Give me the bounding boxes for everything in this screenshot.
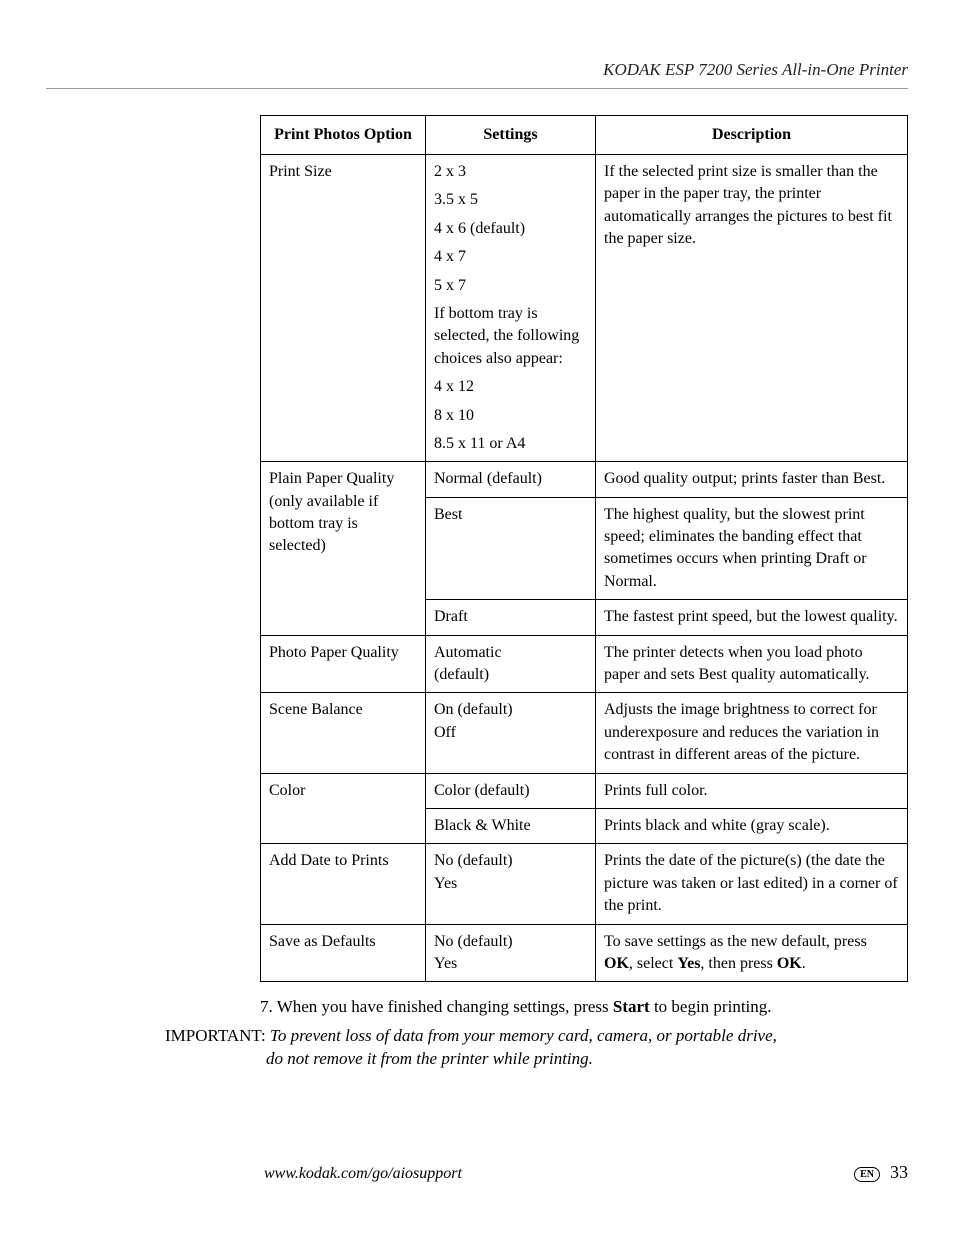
- cell-option: Add Date to Prints: [261, 844, 426, 924]
- table-row: Scene Balance On (default) Off Adjusts t…: [261, 693, 908, 773]
- setting-value: 8 x 10: [434, 405, 587, 427]
- page-content: Print Photos Option Settings Description…: [260, 115, 908, 1071]
- table-row: Add Date to Prints No (default) Yes Prin…: [261, 844, 908, 924]
- desc-text: , then press: [700, 955, 776, 972]
- step-text-bold: Start: [613, 997, 650, 1016]
- step-text-post: to begin printing.: [650, 997, 772, 1016]
- setting-value: 4 x 12: [434, 376, 587, 398]
- setting-value: Yes: [434, 953, 587, 975]
- desc-text: .: [802, 955, 806, 972]
- lang-badge: EN: [854, 1167, 880, 1182]
- important-note: IMPORTANT: To prevent loss of data from …: [165, 1025, 908, 1071]
- page-number: 33: [890, 1162, 908, 1182]
- cell-settings: 2 x 3 3.5 x 5 4 x 6 (default) 4 x 7 5 x …: [426, 155, 596, 462]
- header-rule: [46, 88, 908, 89]
- cell-description: Adjusts the image brightness to correct …: [596, 693, 908, 773]
- setting-value: 4 x 7: [434, 246, 587, 268]
- setting-value: No (default): [434, 850, 587, 872]
- desc-text: , select: [629, 955, 677, 972]
- setting-value: 3.5 x 5: [434, 189, 587, 211]
- important-body-cont: do not remove it from the printer while …: [165, 1048, 908, 1071]
- col-header-settings: Settings: [426, 116, 596, 155]
- cell-description: To save settings as the new default, pre…: [596, 924, 908, 982]
- cell-description: Prints black and white (gray scale).: [596, 808, 908, 843]
- setting-value: On (default): [434, 699, 587, 721]
- cell-description: The printer detects when you load photo …: [596, 635, 908, 693]
- step-number: 7.: [260, 997, 277, 1016]
- cell-settings: No (default) Yes: [426, 924, 596, 982]
- setting-value: No (default): [434, 931, 587, 953]
- desc-text: To save settings as the new default, pre…: [604, 933, 867, 950]
- cell-description: Prints full color.: [596, 773, 908, 808]
- setting-value: 8.5 x 11 or A4: [434, 433, 587, 455]
- footer-url: www.kodak.com/go/aiosupport: [264, 1165, 462, 1183]
- cell-settings: Automatic (default): [426, 635, 596, 693]
- cell-settings: Black & White: [426, 808, 596, 843]
- setting-value: 4 x 6 (default): [434, 218, 587, 240]
- setting-value: Yes: [434, 873, 587, 895]
- cell-description: Good quality output; prints faster than …: [596, 462, 908, 497]
- cell-option: Print Size: [261, 155, 426, 462]
- col-header-option: Print Photos Option: [261, 116, 426, 155]
- table-row: Print Size 2 x 3 3.5 x 5 4 x 6 (default)…: [261, 155, 908, 462]
- cell-option: Color: [261, 773, 426, 844]
- table-header-row: Print Photos Option Settings Description: [261, 116, 908, 155]
- important-label: IMPORTANT:: [165, 1026, 270, 1045]
- options-table: Print Photos Option Settings Description…: [260, 115, 908, 982]
- cell-description: The highest quality, but the slowest pri…: [596, 497, 908, 600]
- cell-option: Save as Defaults: [261, 924, 426, 982]
- cell-option: Scene Balance: [261, 693, 426, 773]
- desc-bold: OK: [777, 955, 802, 972]
- cell-settings: Normal (default): [426, 462, 596, 497]
- cell-option: Photo Paper Quality: [261, 635, 426, 693]
- table-row: Color Color (default) Prints full color.: [261, 773, 908, 808]
- important-body: To prevent loss of data from your memory…: [270, 1026, 777, 1045]
- desc-bold: Yes: [677, 955, 700, 972]
- step-text-pre: When you have finished changing settings…: [277, 997, 613, 1016]
- table-row: Photo Paper Quality Automatic (default) …: [261, 635, 908, 693]
- setting-value: Automatic: [434, 642, 587, 664]
- setting-value: Off: [434, 722, 587, 744]
- setting-value: 2 x 3: [434, 161, 587, 183]
- desc-bold: OK: [604, 955, 629, 972]
- cell-description: If the selected print size is smaller th…: [596, 155, 908, 462]
- table-row: Save as Defaults No (default) Yes To sav…: [261, 924, 908, 982]
- step-instruction: 7. When you have finished changing setti…: [260, 996, 908, 1019]
- cell-description: The fastest print speed, but the lowest …: [596, 600, 908, 635]
- cell-settings: Color (default): [426, 773, 596, 808]
- cell-option: Plain Paper Quality (only available if b…: [261, 462, 426, 635]
- setting-value: 5 x 7: [434, 275, 587, 297]
- setting-value: (default): [434, 664, 587, 686]
- table-row: Plain Paper Quality (only available if b…: [261, 462, 908, 497]
- setting-note: If bottom tray is selected, the followin…: [434, 303, 587, 370]
- doc-header-title: KODAK ESP 7200 Series All-in-One Printer: [603, 60, 908, 80]
- cell-settings: Best: [426, 497, 596, 600]
- cell-settings: No (default) Yes: [426, 844, 596, 924]
- cell-description: Prints the date of the picture(s) (the d…: [596, 844, 908, 924]
- cell-settings: On (default) Off: [426, 693, 596, 773]
- footer-page-group: EN 33: [854, 1162, 908, 1183]
- col-header-description: Description: [596, 116, 908, 155]
- cell-settings: Draft: [426, 600, 596, 635]
